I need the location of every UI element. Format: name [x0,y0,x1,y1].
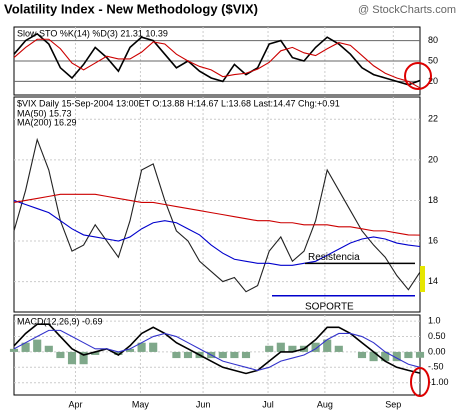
y-tick-label: 18 [428,195,438,205]
histogram-bar [392,351,401,362]
histogram-bar [183,351,193,359]
histogram-bar [56,351,65,359]
y-tick-label: 14 [428,276,438,286]
x-tick-label: Apr [68,399,82,409]
watermark: @ StockCharts.com [358,4,456,16]
panel-legend: $VIX Daily 15-Sep-2004 13:00ET O:13.88 H… [17,98,340,108]
histogram-bar [44,345,53,352]
histogram-bar [334,345,343,352]
x-tick-label: Jul [262,399,274,409]
annotation-label: Resistencia [308,252,360,263]
annotation-label: SOPORTE [305,301,354,312]
histogram-bar [21,342,30,352]
histogram-bar [91,351,100,355]
change-highlight [420,266,425,292]
legend-entry: MA(200) 16.29 [17,117,77,127]
x-tick-label: May [132,399,150,409]
histogram-bar [288,345,297,352]
y-tick-label: 20 [428,154,438,164]
histogram-bar [125,348,135,352]
histogram-bar [33,339,42,352]
histogram-bar [241,351,251,359]
series-line [13,38,421,89]
histogram-bar [265,345,274,352]
series-line [13,329,421,371]
panel-legend: Slow STO %K(14) %D(3) 21.31 10.39 [17,28,168,38]
highlight-circle [410,367,430,397]
y-tick-label: -1.00 [428,377,449,387]
histogram-bar [381,351,390,362]
x-tick-label: Sep [385,399,401,409]
histogram-bar [311,342,320,352]
series-line [13,32,421,86]
series-line [13,199,421,266]
histogram-bar [218,351,227,359]
highlight-circle [404,62,432,90]
series-line [13,137,421,293]
y-tick-label: 22 [428,114,438,124]
histogram-bar [172,351,181,359]
y-tick-label: -.50 [428,362,444,372]
histogram-bar [114,351,123,355]
histogram-bar [357,351,367,359]
y-tick-label: 16 [428,235,438,245]
legend-entry: MA(50) 15.73 [17,108,72,118]
chart-title: Volatility Index - New Methodology ($VIX… [4,1,258,16]
y-tick-label: 0.50 [428,331,446,341]
y-tick-label: 80 [428,35,438,45]
y-tick-label: 50 [428,55,438,65]
y-tick-label: 0.00 [428,346,446,356]
y-tick-label: 20 [428,76,438,86]
series-line [13,323,421,375]
histogram-bar [369,351,378,362]
histogram-bar [415,351,425,358]
histogram-bar [137,342,146,352]
x-tick-label: Aug [317,399,333,409]
histogram-bar [9,348,19,352]
histogram-bar [323,339,332,352]
x-tick-label: Jun [196,399,211,409]
histogram-bar [67,351,77,365]
histogram-bar [276,342,285,352]
histogram-bar [404,351,413,359]
series-line [13,193,421,236]
panel-frame [13,96,421,313]
histogram-bar [230,351,239,359]
y-tick-label: 1.0 [428,316,441,326]
histogram-bar [79,351,88,365]
panel-legend: MACD(12,26,9) -0.69 [17,316,103,326]
histogram-bar [149,342,158,352]
